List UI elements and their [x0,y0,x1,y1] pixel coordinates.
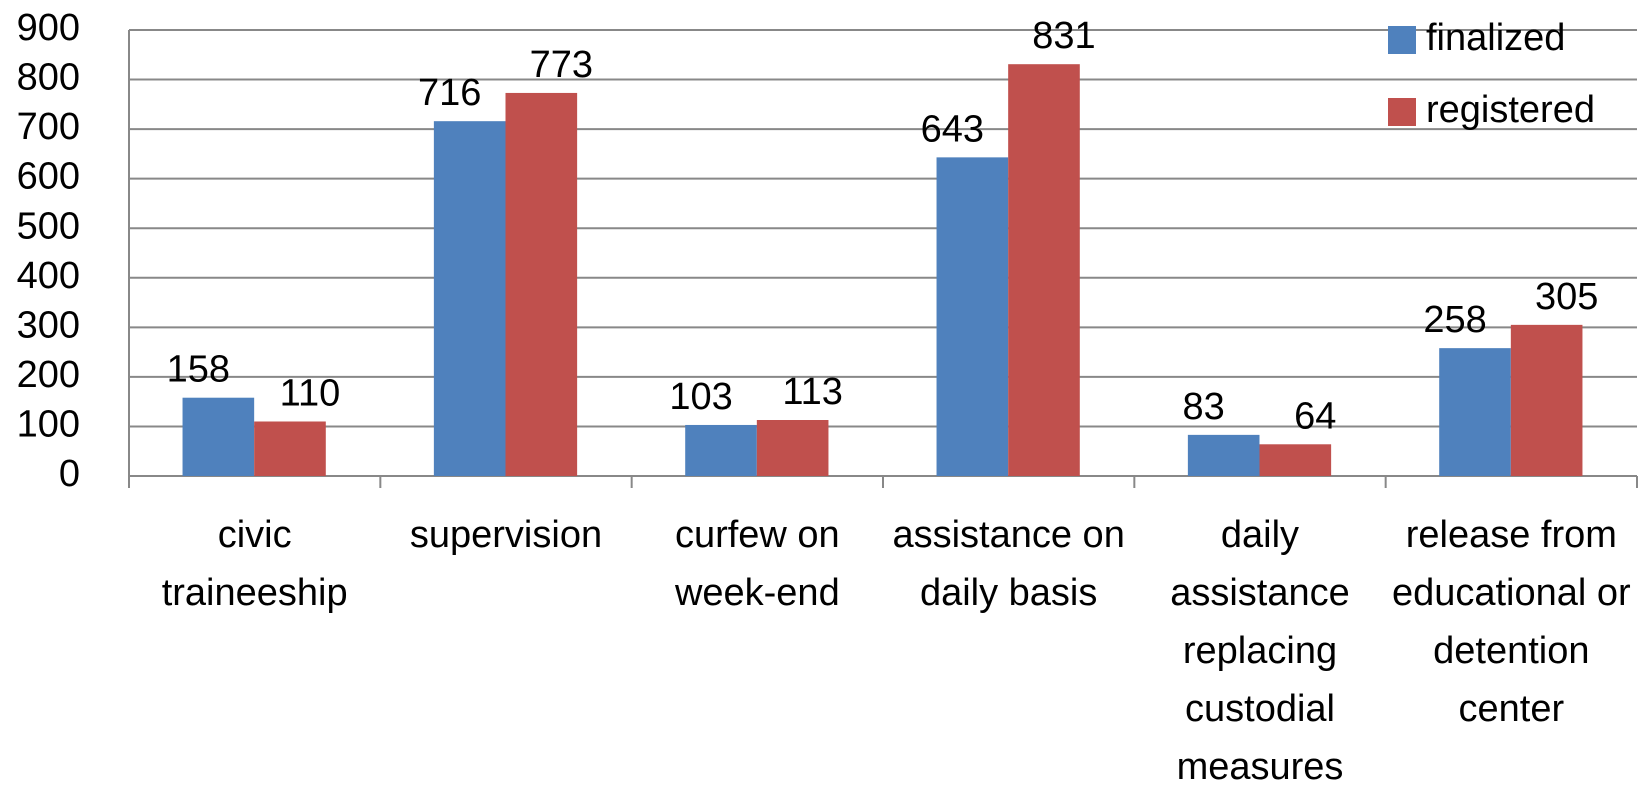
x-tick-label: release from educational or detention ce… [1391,514,1631,730]
y-tick-label: 400 [17,255,80,297]
data-label: 258 [1423,299,1486,341]
y-tick-label: 100 [17,403,80,445]
bar [1510,324,1583,476]
y-tick-label: 700 [17,106,80,148]
x-tick-label: curfew on week-end [674,514,840,614]
data-label: 110 [280,373,341,415]
data-label: 113 [782,371,843,413]
data-label: 643 [921,108,984,150]
legend-swatch [1388,26,1416,54]
x-tick-label: supervision [409,514,603,556]
y-tick-label: 500 [17,205,80,247]
data-label: 64 [1294,395,1336,437]
y-tick-label: 900 [17,7,80,49]
y-tick-label: 200 [17,354,80,396]
x-tick-label: daily assistance replacing custodial mea… [1170,514,1350,788]
bar [1439,348,1511,476]
data-label: 716 [418,72,481,114]
bar [1008,64,1080,477]
data-label: 103 [669,376,732,418]
x-tick-label-box: curfew on week-end [674,514,840,614]
bar [433,121,506,476]
data-label: 773 [530,44,593,86]
x-tick-label-box: release from educational or detention ce… [1391,514,1631,730]
bar [505,92,578,477]
x-tick-label-box: daily assistance replacing custodial mea… [1170,514,1350,788]
x-tick-label-box: assistance on daily basis [892,514,1125,614]
bar [182,397,255,476]
y-tick-label: 800 [17,57,80,99]
legend-label: registered [1426,89,1595,131]
x-tick-label-box: supervision [409,514,603,556]
bar [254,421,326,476]
data-label: 83 [1183,386,1225,428]
x-tick-label: civic traineeship [161,514,348,614]
y-tick-label: 0 [59,453,80,495]
bar [936,157,1009,476]
x-tick-label-box: civic traineeship [161,514,348,614]
data-label: 158 [167,349,230,391]
bar [756,420,829,476]
x-tick-label: assistance on daily basis [892,514,1125,614]
y-tick-label: 600 [17,156,80,198]
y-tick-label: 300 [17,304,80,346]
bar [1187,434,1260,476]
legend-swatch [1388,98,1416,126]
bar [685,424,757,476]
bar [1259,444,1332,476]
data-label: 831 [1032,15,1095,57]
legend-label: finalized [1426,17,1565,59]
data-label: 305 [1535,276,1598,318]
